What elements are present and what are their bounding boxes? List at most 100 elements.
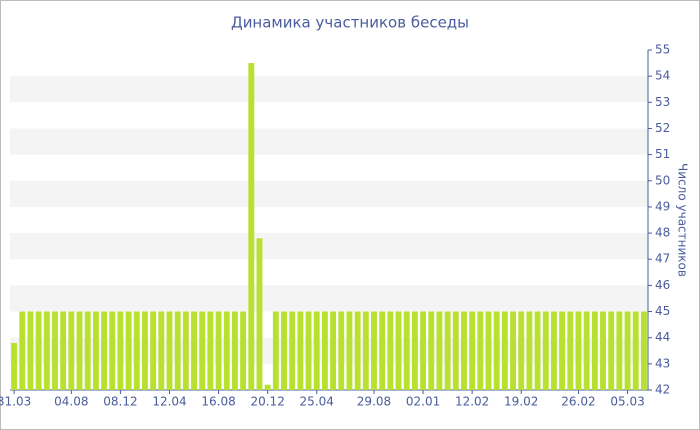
- bar: [240, 311, 247, 390]
- bar: [52, 311, 58, 390]
- bar: [330, 311, 337, 390]
- y-tick-label: 49: [655, 199, 670, 213]
- y-tick-label: 55: [655, 43, 670, 57]
- bar: [534, 311, 541, 390]
- bar: [166, 311, 173, 390]
- bar: [469, 311, 476, 390]
- bar: [591, 311, 598, 390]
- bar: [133, 311, 140, 390]
- bar: [477, 311, 484, 390]
- bar: [215, 311, 222, 390]
- bar: [461, 311, 467, 390]
- bar: [395, 311, 402, 390]
- bar: [567, 311, 574, 390]
- bar: [297, 311, 304, 390]
- bar: [411, 311, 418, 390]
- bar: [117, 311, 124, 390]
- bar: [281, 311, 287, 390]
- bar: [248, 63, 255, 390]
- bar: [60, 311, 67, 390]
- x-tick-label: 08.12: [103, 395, 137, 409]
- y-tick-label: 46: [655, 278, 670, 292]
- x-tick-label: 20.12: [250, 395, 284, 409]
- bar: [600, 311, 606, 390]
- grid-band: [10, 128, 648, 155]
- y-tick-label: 48: [655, 226, 670, 240]
- bar: [444, 311, 451, 390]
- grid-band: [10, 285, 648, 312]
- bar: [272, 311, 279, 390]
- x-tick-label: 02.01: [406, 395, 440, 409]
- bar: [76, 311, 83, 390]
- bar: [550, 311, 557, 390]
- x-tick-label: 31.03: [0, 395, 31, 409]
- grid-band: [10, 180, 648, 207]
- y-axis-label: Число участников: [676, 163, 690, 277]
- bar: [125, 311, 132, 390]
- x-tick-label: 05.03: [610, 395, 644, 409]
- bar: [403, 311, 410, 390]
- bar: [289, 311, 296, 390]
- bar: [43, 311, 50, 390]
- bar: [191, 311, 197, 390]
- bar: [493, 311, 500, 390]
- bar: [27, 311, 34, 390]
- bar: [313, 311, 320, 390]
- bar: [199, 311, 206, 390]
- x-tick-label: 12.04: [152, 395, 186, 409]
- y-tick-label: 51: [655, 147, 670, 161]
- bar: [371, 311, 377, 390]
- chart-title: Динамика участников беседы: [231, 14, 469, 32]
- bar: [616, 311, 623, 390]
- bar: [11, 342, 18, 390]
- y-tick-label: 47: [655, 252, 670, 266]
- bar: [68, 311, 75, 390]
- bar: [101, 311, 108, 390]
- bar: [264, 384, 271, 390]
- bar: [158, 311, 165, 390]
- bar: [387, 311, 394, 390]
- bar: [354, 311, 361, 390]
- x-tick-label: 29.08: [357, 395, 391, 409]
- bar: [632, 311, 639, 390]
- bar: [428, 311, 435, 390]
- bar: [174, 311, 181, 390]
- bar: [256, 238, 263, 390]
- bar: [436, 311, 443, 390]
- bar: [84, 311, 91, 390]
- bar: [19, 311, 26, 390]
- x-tick-label: 12.02: [455, 395, 489, 409]
- bar: [231, 311, 238, 390]
- bar: [305, 311, 312, 390]
- x-tick-label: 16.08: [201, 395, 235, 409]
- y-tick-label: 54: [655, 69, 670, 83]
- bar: [575, 311, 582, 390]
- bar: [452, 311, 459, 390]
- bar: [608, 311, 615, 390]
- bar: [624, 311, 631, 390]
- bar: [518, 311, 525, 390]
- x-tick-label: 04.08: [54, 395, 88, 409]
- bar: [207, 311, 214, 390]
- bar: [485, 311, 492, 390]
- grid-band: [10, 76, 648, 103]
- bar: [142, 311, 148, 390]
- bar: [542, 311, 549, 390]
- bar: [346, 311, 353, 390]
- y-tick-label: 45: [655, 304, 670, 318]
- y-tick-label: 53: [655, 95, 670, 109]
- bar: [501, 311, 508, 390]
- bar: [182, 311, 189, 390]
- bar: [321, 311, 328, 390]
- bar: [510, 311, 516, 390]
- y-tick-label: 44: [655, 330, 670, 344]
- bar: [109, 311, 116, 390]
- bar: [526, 311, 533, 390]
- bar: [559, 311, 566, 390]
- bar: [338, 311, 345, 390]
- bar: [362, 311, 369, 390]
- y-tick-label: 43: [655, 356, 670, 370]
- bar: [150, 311, 157, 390]
- bar: [35, 311, 42, 390]
